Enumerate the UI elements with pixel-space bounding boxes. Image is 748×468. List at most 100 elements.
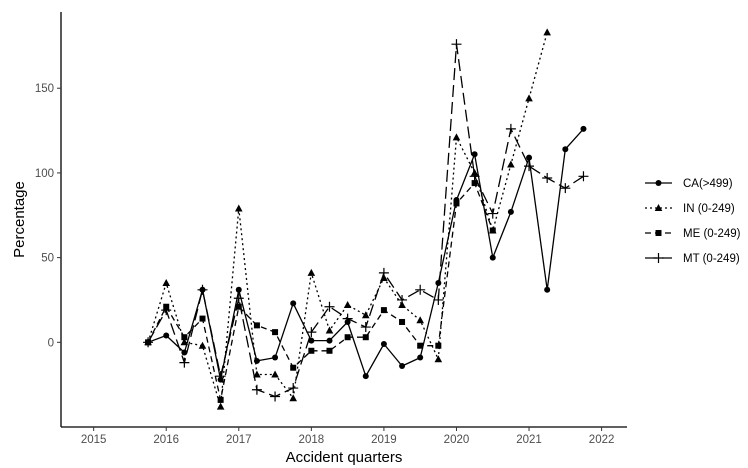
y-tick-label: 150 [35, 83, 54, 95]
legend-marker [653, 253, 664, 263]
data-point-ca-499 [544, 286, 551, 293]
data-point-me-0-249 [417, 342, 424, 349]
x-tick-label: 2018 [299, 434, 325, 446]
data-point-ca-499 [417, 354, 424, 361]
legend-item-in-0-249: IN (0-249) [645, 203, 735, 215]
data-point-mt-0-249 [324, 301, 335, 312]
data-point-mt-0-249 [433, 294, 444, 305]
x-tick-label: 2020 [444, 434, 470, 446]
data-point-me-0-249 [199, 315, 206, 322]
data-point-in-0-249 [307, 268, 316, 276]
data-point-mt-0-249 [143, 337, 154, 348]
data-point-in-0-249 [361, 311, 370, 319]
data-point-ca-499 [526, 154, 533, 161]
data-point-mt-0-249 [415, 284, 426, 295]
data-point-ca-499 [435, 280, 442, 287]
y-tick-label: 100 [35, 168, 54, 180]
data-point-in-0-249 [507, 160, 515, 168]
data-point-me-0-249 [308, 347, 315, 354]
plot-area [143, 28, 589, 410]
data-point-me-0-249 [399, 318, 406, 325]
axes [60, 12, 627, 428]
legend-item-me-0-249: ME (0-249) [645, 228, 741, 240]
data-point-ca-499 [326, 337, 333, 344]
y-tick-label: 0 [48, 337, 54, 349]
data-point-in-0-249 [162, 279, 171, 287]
data-point-mt-0-249 [161, 305, 172, 316]
series-line-mt-0-249 [147, 43, 584, 398]
x-tick-label: 2015 [81, 434, 107, 446]
data-point-mt-0-249 [197, 284, 208, 295]
x-tick-label: 2016 [153, 434, 179, 446]
data-point-me-0-249 [435, 342, 442, 349]
legend-label: IN (0-249) [683, 203, 735, 215]
data-point-mt-0-249 [233, 293, 244, 304]
data-point-me-0-249 [344, 334, 351, 341]
series-line-me-0-249 [147, 182, 494, 401]
data-point-mt-0-249 [397, 294, 408, 305]
data-point-me-0-249 [326, 347, 333, 354]
series-me-0-249 [145, 180, 496, 403]
x-axis-title: Accident quarters [286, 449, 403, 466]
data-point-mt-0-249 [505, 123, 516, 134]
data-point-in-0-249 [234, 204, 243, 212]
data-point-in-0-249 [434, 355, 443, 363]
data-point-ca-499 [580, 125, 587, 132]
y-tick-label: 50 [41, 253, 54, 265]
data-point-ca-499 [562, 146, 569, 153]
series-line-in-0-249 [147, 32, 548, 408]
data-point-me-0-249 [272, 329, 279, 336]
data-point-in-0-249 [180, 338, 189, 346]
data-point-mt-0-249 [251, 384, 262, 395]
data-point-ca-499 [362, 373, 369, 380]
series-in-0-249 [144, 28, 551, 410]
data-point-in-0-249 [271, 370, 279, 378]
data-point-mt-0-249 [179, 357, 190, 368]
legend-marker [654, 204, 663, 211]
data-point-in-0-249 [216, 402, 225, 410]
data-point-in-0-249 [543, 28, 551, 36]
x-tick-label: 2022 [589, 434, 615, 446]
data-point-mt-0-249 [270, 391, 281, 402]
data-point-me-0-249 [235, 303, 242, 310]
data-point-mt-0-249 [542, 173, 553, 183]
data-point-mt-0-249 [306, 327, 317, 338]
data-point-mt-0-249 [578, 171, 589, 182]
data-point-me-0-249 [253, 322, 260, 329]
legend-marker [655, 180, 662, 186]
data-point-in-0-249 [452, 133, 461, 141]
data-point-in-0-249 [343, 301, 352, 309]
data-point-in-0-249 [416, 316, 424, 324]
data-point-mt-0-249 [342, 313, 353, 324]
x-tick-label: 2017 [226, 434, 252, 446]
legend-label: CA(>499) [683, 178, 733, 190]
data-point-mt-0-249 [524, 161, 535, 172]
data-point-ca-499 [308, 337, 315, 344]
data-point-ca-499 [181, 349, 188, 356]
series-ca-499 [145, 125, 587, 383]
axis-ticks: 2015 2016 2017 2018 2019 2020 2021 2022 0 50 100 15… [35, 83, 615, 446]
data-point-ca-499 [507, 208, 514, 215]
data-point-mt-0-249 [378, 267, 389, 278]
data-point-ca-499 [399, 363, 406, 370]
x-tick-label: 2021 [516, 434, 542, 446]
data-point-ca-499 [235, 286, 242, 293]
data-point-ca-499 [272, 354, 279, 361]
x-tick-label: 2019 [371, 434, 397, 446]
data-point-me-0-249 [380, 307, 387, 314]
data-point-in-0-249 [289, 394, 298, 402]
data-point-me-0-249 [489, 227, 496, 234]
data-point-ca-499 [290, 300, 297, 307]
series-line-ca-499 [147, 128, 584, 381]
data-point-in-0-249 [198, 341, 207, 349]
data-point-me-0-249 [362, 334, 369, 341]
series-mt-0-249 [143, 39, 589, 402]
y-axis-title: Percentage [11, 181, 28, 258]
data-point-mt-0-249 [451, 39, 462, 50]
data-point-ca-499 [489, 254, 496, 261]
data-point-mt-0-249 [215, 371, 226, 382]
data-point-mt-0-249 [560, 183, 571, 194]
legend-marker [655, 230, 662, 236]
